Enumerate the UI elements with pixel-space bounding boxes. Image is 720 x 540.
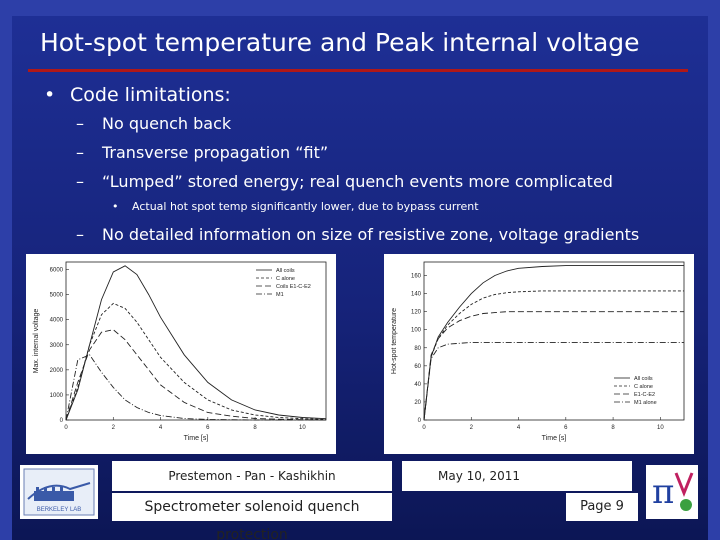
logo-text: BERKELEY LAB bbox=[37, 507, 82, 513]
pi-logo: π bbox=[646, 465, 698, 519]
dash-marker: – bbox=[76, 114, 84, 133]
y-tick-label: 60 bbox=[414, 364, 421, 370]
page-number: Page 9 bbox=[566, 493, 638, 521]
series-line bbox=[65, 302, 327, 421]
y-tick-label: 40 bbox=[414, 382, 421, 388]
plot-frame bbox=[65, 261, 327, 421]
y-tick-label: 120 bbox=[411, 310, 422, 316]
subitem-text: No quench back bbox=[102, 114, 232, 133]
bullet-marker: • bbox=[44, 84, 56, 106]
y-tick-label: 0 bbox=[418, 418, 422, 424]
y-tick-label: 1000 bbox=[50, 393, 64, 399]
legend-label: M1 alone bbox=[634, 400, 657, 406]
lab-logo-icon: BERKELEY LAB bbox=[23, 468, 95, 516]
series-line bbox=[423, 341, 684, 421]
x-axis-label: Time [s] bbox=[542, 435, 567, 442]
legend-label: C alone bbox=[634, 384, 653, 390]
legend-label: E1-C-E2 bbox=[634, 392, 655, 398]
subitem-text: No detailed information on size of resis… bbox=[102, 225, 640, 244]
y-tick-label: 2000 bbox=[50, 368, 64, 374]
y-tick-label: 3000 bbox=[50, 343, 64, 349]
subitem-text: Transverse propagation “fit” bbox=[102, 143, 329, 162]
voltage-chart: 0 2 4 6 8 10 0 1000 2000 3000 4000 5000 6000 Time [s]… bbox=[33, 261, 327, 442]
y-axis-label: Max. internal voltage bbox=[33, 309, 40, 374]
y-tick-label: 20 bbox=[414, 400, 421, 406]
x-tick-label: 0 bbox=[64, 425, 68, 431]
series-line bbox=[423, 311, 684, 421]
talk-title: Spectrometer solenoid quench protection bbox=[112, 493, 392, 540]
x-tick-label: 10 bbox=[299, 425, 306, 431]
legend-label: C alone bbox=[276, 276, 295, 282]
subitem-text: “Lumped” stored energy; real quench even… bbox=[102, 172, 613, 191]
x-tick-label: 0 bbox=[422, 425, 426, 431]
y-tick-label: 100 bbox=[411, 328, 422, 334]
y-tick-label: 5000 bbox=[50, 293, 64, 299]
y-tick-label: 80 bbox=[414, 346, 421, 352]
x-axis-label: Time [s] bbox=[184, 435, 209, 442]
legend-label: Coils E1-C-E2 bbox=[276, 284, 311, 290]
sub-subitem-text: Actual hot spot temp significantly lower… bbox=[132, 200, 479, 213]
subitem: – “Lumped” stored energy; real quench eve… bbox=[76, 172, 613, 191]
footer: BERKELEY LAB Prestemon - Pan - Kashikhin… bbox=[12, 461, 708, 540]
x-tick-label: 2 bbox=[470, 425, 474, 431]
slide-title: Hot-spot temperature and Peak internal v… bbox=[40, 28, 640, 57]
series-line bbox=[65, 265, 327, 421]
x-tick-label: 8 bbox=[611, 425, 615, 431]
y-tick-label: 6000 bbox=[50, 268, 64, 274]
y-tick-label: 0 bbox=[60, 418, 64, 424]
title-rule bbox=[28, 69, 688, 72]
x-tick-label: 10 bbox=[657, 425, 664, 431]
bullet-marker: • bbox=[112, 200, 119, 213]
dash-marker: – bbox=[76, 143, 84, 162]
x-tick-label: 2 bbox=[112, 425, 116, 431]
plot-frame bbox=[423, 261, 685, 421]
x-tick-label: 8 bbox=[253, 425, 257, 431]
series-line bbox=[423, 265, 684, 421]
series-line bbox=[65, 329, 327, 421]
authors: Prestemon - Pan - Kashikhin bbox=[112, 461, 392, 491]
subitem: – No detailed information on size of resi… bbox=[76, 225, 639, 244]
y-tick-label: 4000 bbox=[50, 318, 64, 324]
legend-label: M1 bbox=[276, 292, 284, 298]
sub-subitem: • Actual hot spot temp significantly lowe… bbox=[112, 200, 479, 213]
berkeley-lab-logo: BERKELEY LAB bbox=[20, 465, 98, 519]
x-tick-label: 6 bbox=[564, 425, 568, 431]
bullet-code-limitations: • Code limitations: bbox=[44, 84, 231, 106]
x-tick-label: 4 bbox=[159, 425, 163, 431]
dash-marker: – bbox=[76, 225, 84, 244]
legend-label: All coils bbox=[634, 376, 653, 382]
dash-marker: – bbox=[76, 172, 84, 191]
pi-logo-icon: π bbox=[652, 472, 694, 512]
y-tick-label: 160 bbox=[411, 274, 422, 280]
subitem: – No quench back bbox=[76, 114, 231, 133]
date: May 10, 2011 bbox=[402, 461, 632, 491]
voltage-chart-panel: 0 2 4 6 8 10 0 1000 2000 3000 4000 5000 6000 Time [s]… bbox=[26, 254, 336, 454]
subitem: – Transverse propagation “fit” bbox=[76, 143, 328, 162]
legend-label: All coils bbox=[276, 268, 295, 274]
x-tick-label: 6 bbox=[206, 425, 210, 431]
bullet-text: Code limitations: bbox=[70, 84, 231, 106]
x-tick-label: 4 bbox=[517, 425, 521, 431]
temperature-chart-panel: 0 2 4 6 8 10 0 20 40 60 80 100 120 140 160 Time [s] Hot-… bbox=[384, 254, 694, 454]
series-line bbox=[65, 354, 326, 421]
y-tick-label: 140 bbox=[411, 292, 422, 298]
y-axis-label: Hot-spot temperature bbox=[391, 308, 398, 374]
svg-text:π: π bbox=[652, 472, 674, 512]
